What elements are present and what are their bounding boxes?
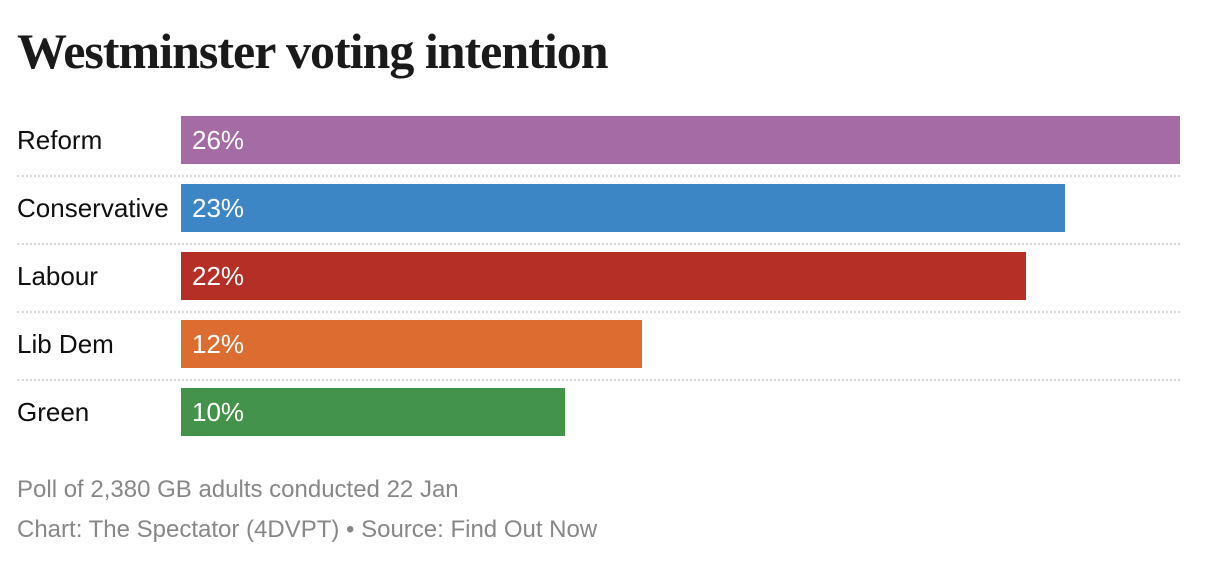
bar-track: 22% [181,252,1180,300]
chart-footer: Poll of 2,380 GB adults conducted 22 Jan… [17,470,1180,550]
bar-value-label: 10% [192,396,245,427]
bar-chart: Reform 26% Conservative 23% Labour 22% Lib Dem… [17,116,1180,436]
bar-track: 10% [181,388,1180,436]
bar-track: 26% [181,116,1180,164]
bar-value-label: 12% [192,328,245,359]
chart-row: Reform 26% [17,116,1180,184]
chart-row: Conservative 23% [17,184,1180,252]
bar: 26% [181,116,1180,164]
chart-row: Labour 22% [17,252,1180,320]
poll-note: Poll of 2,380 GB adults conducted 22 Jan [17,476,459,503]
category-label: Green [17,396,90,427]
bar-value-label: 22% [192,260,245,291]
bar: 12% [181,320,643,368]
bar: 23% [181,184,1065,232]
bar: 22% [181,252,1027,300]
category-label: Labour [17,260,98,291]
bar-track: 12% [181,320,1180,368]
bar: 10% [181,388,566,436]
category-label: Conservative [17,192,169,223]
chart-row: Green 10% [17,388,1180,436]
category-label: Lib Dem [17,328,114,359]
category-label: Reform [17,124,103,155]
bar-value-label: 26% [192,124,245,155]
bar-value-label: 23% [192,192,245,223]
credit-source-line: Chart: The Spectator (4DVPT) • Source: F… [17,516,598,543]
chart-row: Lib Dem 12% [17,320,1180,388]
bar-track: 23% [181,184,1180,232]
chart-title: Westminster voting intention [17,23,609,79]
